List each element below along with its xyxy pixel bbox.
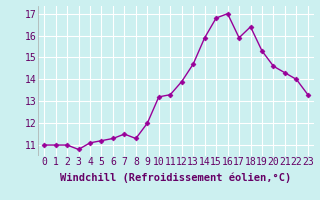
X-axis label: Windchill (Refroidissement éolien,°C): Windchill (Refroidissement éolien,°C) [60, 173, 292, 183]
